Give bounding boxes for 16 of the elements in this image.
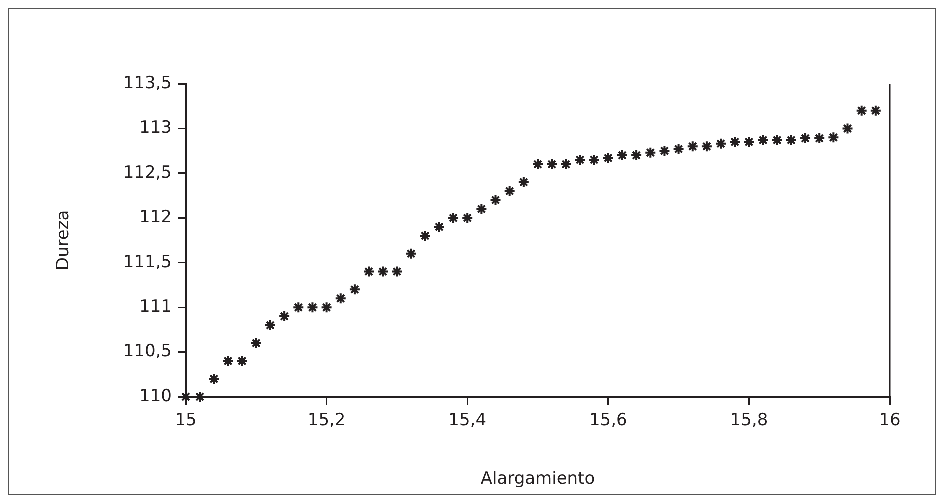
- x-tick-label: 15,6: [589, 410, 628, 431]
- y-axis-title: Dureza: [54, 210, 74, 271]
- x-tick-label: 16: [879, 410, 901, 431]
- x-axis-title: Alargamiento: [480, 469, 596, 490]
- y-tick-label: 113,5: [123, 73, 172, 94]
- x-tick-label: 15,4: [448, 410, 487, 431]
- y-tick-label: 112,5: [123, 162, 172, 183]
- y-tick-label: 111,5: [123, 252, 172, 272]
- y-tick-label: 110,5: [123, 342, 172, 362]
- x-tick-label: 15,8: [730, 410, 768, 431]
- x-tick-label: 15,2: [308, 410, 346, 431]
- y-tick-label: 113: [140, 118, 172, 138]
- x-tick-label: 15: [175, 410, 197, 431]
- y-tick-label: 112: [140, 208, 172, 228]
- y-tick-label: 111: [140, 296, 172, 317]
- y-tick-label: 110: [140, 386, 172, 406]
